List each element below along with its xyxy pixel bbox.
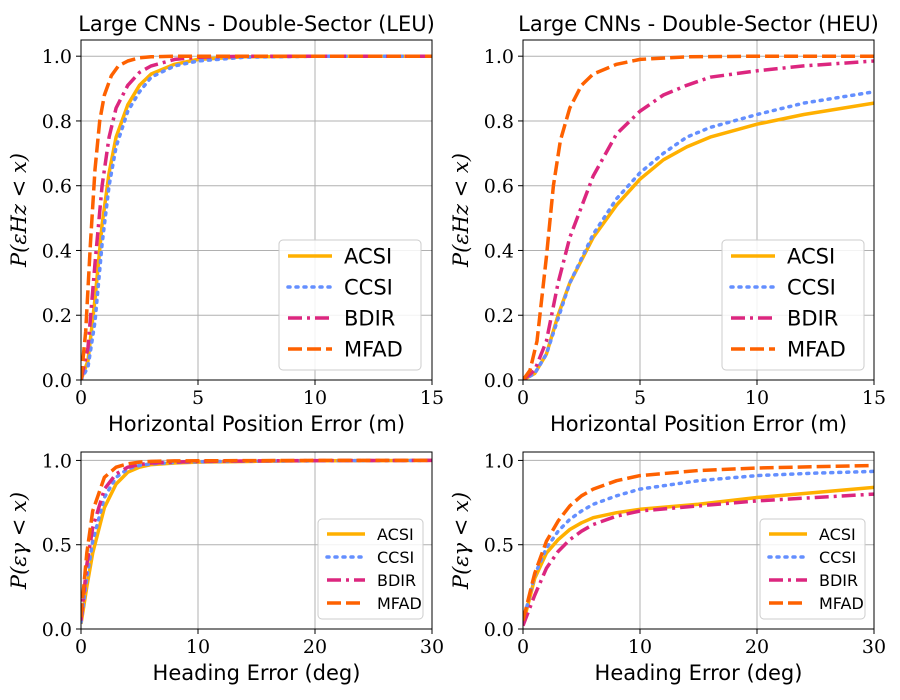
legend: ACSI CCSI BDIR MFAD — [278, 239, 422, 371]
series-line-ccsi — [81, 458, 432, 625]
legend: ACSI CCSI BDIR MFAD — [759, 518, 866, 620]
x-tick-label: 10 — [303, 387, 327, 409]
x-tick-label: 20 — [303, 636, 327, 658]
y-tick-label: 1.0 — [484, 450, 514, 472]
x-tick-label: 0 — [517, 636, 529, 658]
y-tick-label: 1.0 — [484, 46, 514, 68]
x-tick-label: 30 — [862, 636, 886, 658]
y-tick-label: 0.0 — [484, 370, 514, 392]
x-axis-label: Heading Error (deg) — [153, 661, 361, 685]
y-tick-label: 0.0 — [42, 370, 72, 392]
axes-frame — [522, 39, 875, 381]
legend-label-ccsi: CCSI — [344, 276, 393, 300]
y-tick-label: 1.0 — [42, 46, 72, 68]
y-axis-label: P(εHz < x) — [449, 153, 473, 268]
x-axis-label: Horizontal Position Error (m) — [108, 412, 405, 436]
y-tick-label: 1.0 — [42, 450, 72, 472]
legend-label-ccsi: CCSI — [787, 276, 836, 300]
x-tick-label: 30 — [420, 636, 444, 658]
axes-frame — [522, 451, 875, 630]
legend-label-acsi: ACSI — [344, 245, 392, 269]
legend-label-mfad: MFAD — [819, 594, 864, 613]
legend-label-acsi: ACSI — [787, 245, 835, 269]
y-tick-label: 0.4 — [42, 240, 72, 262]
axes-frame — [80, 39, 433, 381]
x-tick-label: 10 — [745, 387, 769, 409]
x-tick-label: 0 — [75, 636, 87, 658]
legend-label-ccsi: CCSI — [819, 548, 856, 567]
x-tick-label: 15 — [862, 387, 886, 409]
y-tick-label: 0.0 — [42, 619, 72, 641]
chart-panel-4: 0 10 20 30 0.0 0.5 1.0 Heading Error (deg) P(εγ … — [449, 450, 886, 685]
series-line-mfad — [81, 458, 432, 618]
chart-panel-3: 0 10 20 30 0.0 0.5 1.0 Heading Error (deg) P(εγ … — [7, 450, 444, 685]
y-tick-label: 0.5 — [42, 535, 72, 557]
legend-label-bdir: BDIR — [819, 571, 858, 590]
legend-label-bdir: BDIR — [344, 307, 395, 331]
chart-title: Large CNNs - Double-Sector (HEU) — [518, 12, 879, 36]
series-line-ccsi — [523, 90, 874, 380]
x-tick-label: 20 — [745, 636, 769, 658]
y-axis-label: P(εγ < x) — [7, 492, 31, 590]
x-axis-label: Horizontal Position Error (m) — [550, 412, 847, 436]
series-line-mfad — [81, 54, 432, 380]
series-line-bdir — [523, 492, 874, 627]
x-tick-label: 5 — [192, 387, 204, 409]
y-axis-label: P(εγ < x) — [449, 492, 473, 590]
x-tick-label: 0 — [517, 387, 529, 409]
chart-title: Large CNNs - Double-Sector (LEU) — [78, 12, 435, 36]
series-line-bdir — [523, 59, 874, 380]
legend-box — [278, 239, 422, 371]
y-tick-label: 0.0 — [484, 619, 514, 641]
x-tick-label: 0 — [75, 387, 87, 409]
legend-box — [759, 518, 866, 620]
y-tick-label: 0.8 — [484, 111, 514, 133]
y-axis-label: P(εHz < x) — [7, 153, 31, 268]
legend-label-bdir: BDIR — [377, 571, 416, 590]
axes-frame — [80, 451, 433, 630]
y-tick-label: 0.6 — [42, 176, 72, 198]
x-tick-label: 5 — [634, 387, 646, 409]
legend-label-mfad: MFAD — [344, 338, 403, 362]
legend: ACSI CCSI BDIR MFAD — [317, 518, 424, 620]
y-tick-label: 0.5 — [484, 535, 514, 557]
series-line-bdir — [81, 458, 432, 621]
legend-label-mfad: MFAD — [377, 594, 422, 613]
legend-label-mfad: MFAD — [787, 338, 846, 362]
legend-label-ccsi: CCSI — [377, 548, 414, 567]
y-tick-label: 0.6 — [484, 176, 514, 198]
series-line-ccsi — [81, 54, 432, 380]
legend-box — [721, 239, 865, 371]
series-line-mfad — [523, 463, 874, 622]
y-tick-label: 0.4 — [484, 240, 514, 262]
legend: ACSI CCSI BDIR MFAD — [721, 239, 865, 371]
chart-panel-1: 0 5 10 15 0.0 0.2 0.4 0.6 0.8 1.0 Large CNNs - Dou… — [7, 12, 444, 436]
legend-label-acsi: ACSI — [377, 525, 414, 544]
series-line-acsi — [523, 485, 874, 625]
legend-label-bdir: BDIR — [787, 307, 838, 331]
x-tick-label: 15 — [420, 387, 444, 409]
y-tick-label: 0.2 — [484, 305, 514, 327]
series-line-ccsi — [523, 469, 874, 625]
legend-label-acsi: ACSI — [819, 525, 856, 544]
y-tick-label: 0.8 — [42, 111, 72, 133]
legend-box — [317, 518, 424, 620]
x-axis-label: Heading Error (deg) — [595, 661, 803, 685]
series-line-mfad — [523, 54, 874, 380]
x-tick-label: 10 — [186, 636, 210, 658]
y-tick-label: 0.2 — [42, 305, 72, 327]
x-tick-label: 10 — [628, 636, 652, 658]
